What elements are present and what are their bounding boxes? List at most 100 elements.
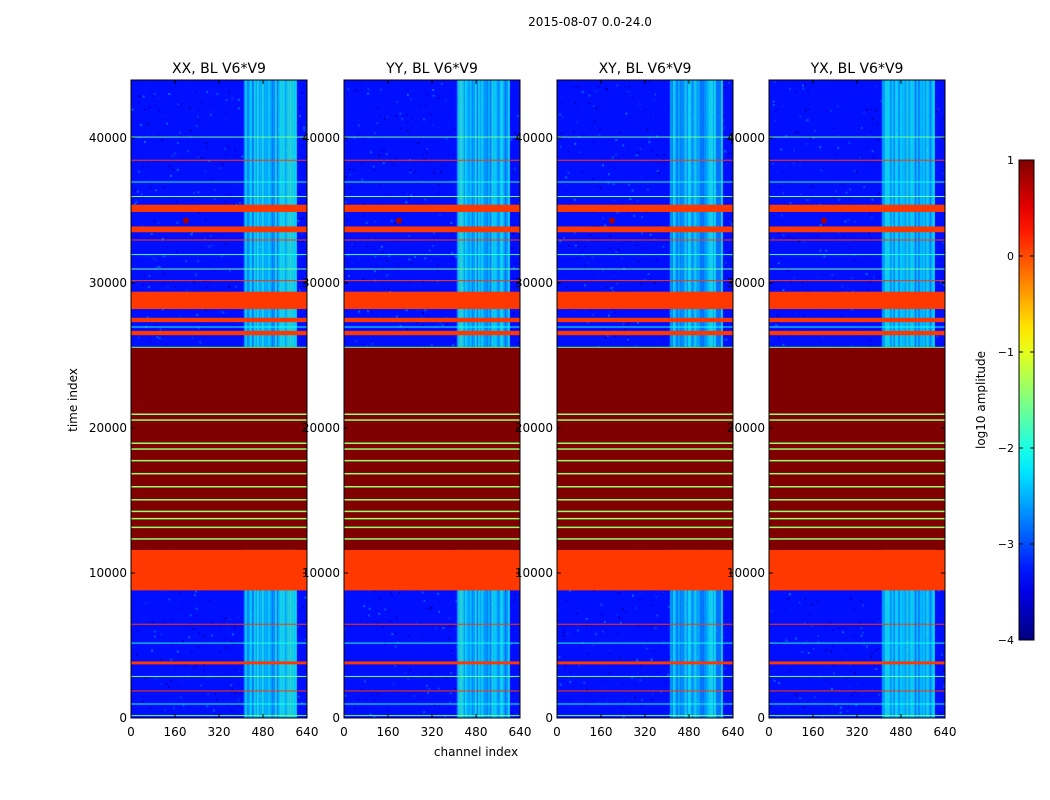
noise-speck	[195, 615, 198, 617]
noise-speck	[806, 119, 809, 122]
noise-speck	[837, 232, 840, 235]
noise-speck	[373, 169, 376, 172]
noise-speck	[210, 244, 213, 247]
noise-speck	[437, 592, 440, 595]
noise-speck	[649, 80, 652, 83]
noise-speck	[942, 172, 945, 175]
noise-speck	[409, 171, 412, 174]
noise-speck	[937, 680, 940, 683]
noise-speck	[723, 126, 726, 129]
noise-speck	[178, 655, 181, 658]
noise-speck	[622, 144, 625, 147]
noise-speck	[648, 141, 651, 144]
noise-speck	[876, 274, 878, 277]
noise-speck	[373, 699, 376, 702]
noise-speck	[934, 689, 937, 692]
noise-speck	[404, 178, 407, 181]
noise-speck	[392, 682, 395, 685]
noise-speck	[165, 310, 168, 313]
noise-speck	[810, 625, 813, 628]
noise-speck	[620, 621, 622, 624]
y-axis-label: time index	[66, 368, 80, 432]
noise-speck	[450, 649, 453, 652]
noise-speck	[819, 224, 822, 227]
noise-speck	[612, 308, 614, 311]
noise-speck	[409, 668, 412, 671]
time-line	[769, 280, 945, 282]
noise-speck	[426, 147, 429, 150]
noise-speck	[304, 202, 307, 205]
noise-speck	[351, 243, 354, 246]
noise-speck	[421, 324, 424, 327]
noise-speck	[408, 258, 411, 261]
noise-speck	[131, 642, 134, 645]
noise-speck	[437, 96, 440, 99]
noise-speck	[142, 701, 144, 703]
noise-speck	[647, 273, 650, 275]
noise-speck	[512, 233, 514, 235]
noise-speck	[344, 694, 347, 697]
noise-speck	[151, 649, 154, 652]
noise-speck	[517, 341, 520, 344]
noise-speck	[829, 650, 832, 653]
flagged-block-orange	[769, 549, 945, 591]
noise-speck	[822, 167, 824, 170]
noise-speck	[406, 121, 409, 123]
colorbar-tick-label: 0	[1007, 250, 1014, 263]
noise-speck	[862, 604, 864, 607]
noise-speck	[871, 597, 874, 600]
noise-speck	[775, 109, 778, 112]
noise-speck	[812, 136, 815, 139]
noise-speck	[844, 220, 847, 223]
noise-speck	[783, 592, 786, 595]
colorbar-tick-label: −4	[998, 634, 1014, 647]
noise-speck	[176, 221, 179, 224]
noise-speck	[152, 256, 155, 259]
noise-speck	[356, 89, 358, 92]
noise-speck	[177, 106, 180, 109]
flag-gap-line	[769, 419, 945, 421]
noise-speck	[605, 336, 608, 339]
noise-speck	[234, 667, 237, 670]
noise-speck	[385, 709, 388, 712]
noise-speck	[868, 213, 871, 216]
y-tick-label: 20000	[515, 421, 553, 435]
time-line	[131, 703, 307, 705]
noise-speck	[200, 101, 203, 104]
noise-speck	[625, 339, 627, 342]
time-line	[344, 239, 520, 241]
noise-speck	[772, 100, 775, 103]
noise-speck	[424, 104, 427, 107]
noise-speck	[876, 139, 879, 142]
noise-speck	[204, 325, 206, 328]
noise-speck	[821, 336, 824, 339]
noise-speck	[578, 665, 581, 668]
noise-speck	[605, 701, 608, 704]
noise-speck	[588, 94, 591, 97]
noise-speck	[513, 167, 516, 170]
noise-speck	[223, 638, 225, 641]
noise-speck	[780, 148, 783, 151]
noise-speck	[825, 249, 828, 252]
noise-speck	[357, 258, 360, 261]
noise-speck	[610, 287, 613, 289]
noise-speck	[240, 715, 243, 718]
noise-speck	[429, 260, 432, 263]
noise-speck	[780, 690, 783, 693]
flagged-stripe	[131, 317, 307, 323]
time-line	[344, 280, 520, 282]
noise-speck	[455, 255, 458, 258]
noise-speck	[725, 262, 728, 265]
time-line	[344, 623, 520, 625]
noise-speck	[203, 664, 205, 667]
panel-3: XY, BL V6*V9 0 160 320 480 640 0 10000 20000 3000…	[515, 61, 745, 739]
noise-speck	[615, 138, 618, 141]
noise-speck	[559, 145, 562, 148]
noise-speck	[369, 252, 372, 254]
noise-speck	[162, 283, 165, 285]
noise-speck	[847, 110, 850, 113]
noise-speck	[436, 271, 439, 273]
noise-speck	[850, 597, 853, 600]
noise-speck	[166, 245, 169, 248]
noise-speck	[609, 311, 612, 314]
